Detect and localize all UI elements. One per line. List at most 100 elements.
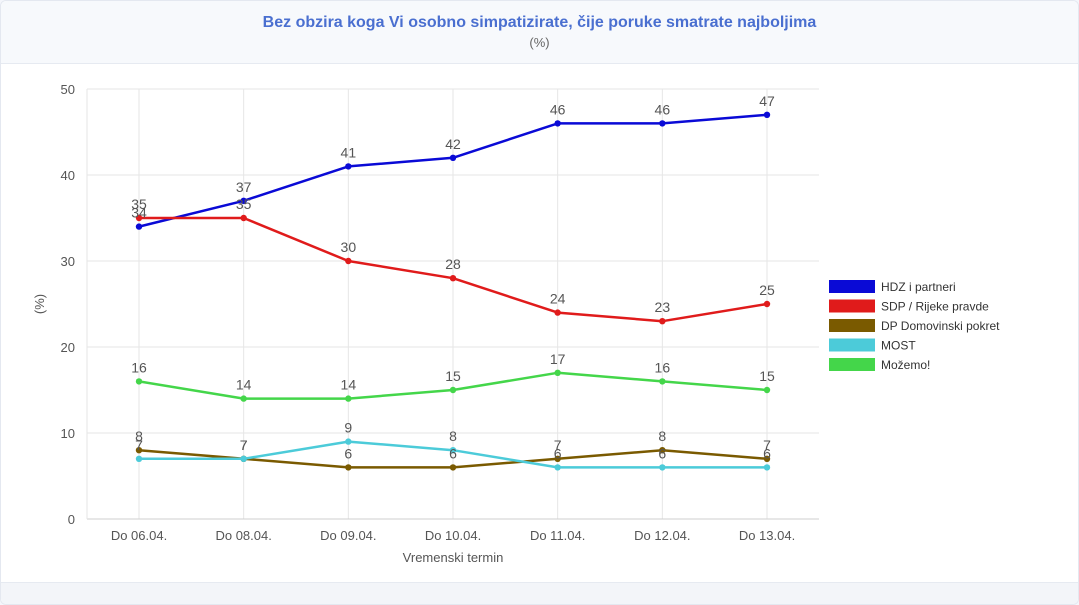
data-label: 7 [240,437,248,453]
x-tick-label: Do 13.04. [739,528,795,543]
data-label: 15 [759,368,775,384]
series-lines [135,111,771,471]
data-label: 14 [236,377,252,393]
chart-title: Bez obzira koga Vi osobno simpatizirate,… [262,14,817,31]
y-tick-label: 30 [61,254,75,269]
data-point [659,464,666,471]
data-point [659,120,666,127]
data-point [449,464,457,471]
data-label: 6 [344,445,352,461]
legend-swatch [829,338,875,352]
data-point [449,275,457,282]
data-point [449,447,457,454]
data-label: 35 [131,196,147,212]
data-label: 42 [445,136,461,152]
data-point [554,455,561,462]
data-label: 15 [445,368,461,384]
data-point [554,464,561,471]
legend-label: DP Domovinski pokret [881,319,1000,333]
data-label: 17 [550,351,566,367]
data-point [135,455,143,462]
chart-header: Bez obzira koga Vi osobno simpatizirate,… [1,1,1078,64]
data-label: 16 [131,359,147,375]
data-point [449,154,457,161]
data-point [763,464,771,471]
y-tick-label: 50 [61,82,75,97]
legend: HDZ i partneri SDP / Rijeke pravde DP Domo… [829,280,1000,372]
data-label: 6 [658,445,666,461]
data-point [240,214,247,222]
x-tick-label: Do 12.04. [634,528,690,543]
data-point [763,455,771,462]
x-tick-label: Do 09.04. [320,528,376,543]
y-tick-label: 20 [61,340,75,355]
data-label: 8 [658,428,666,444]
data-label: 35 [236,196,252,212]
data-label: 14 [341,377,357,393]
data-label: 7 [554,437,562,453]
chart-footer [1,582,1078,604]
data-label: 30 [341,239,357,255]
data-point [135,223,143,230]
data-point [763,386,771,394]
x-axis-label: Vremenski termin [403,550,504,565]
data-label: 25 [759,282,775,298]
data-point [659,378,666,385]
data-point [135,214,143,222]
data-point [449,386,457,394]
x-tick-label: Do 06.04. [111,528,167,543]
data-point [240,197,247,204]
data-point [240,395,247,402]
y-tick-label: 40 [61,168,75,183]
y-tick-label: 0 [68,512,75,527]
data-point [554,369,561,376]
data-label: 41 [341,144,357,160]
legend-swatch [829,280,875,293]
data-label: 16 [655,359,671,375]
data-label: 7 [763,437,771,453]
data-point [554,309,561,316]
legend-swatch [829,319,875,332]
data-label: 8 [449,428,457,444]
data-label: 28 [445,256,461,272]
data-label: 37 [236,179,252,195]
legend-label: Možemo! [881,358,930,372]
data-label: 6 [554,445,562,461]
data-point [345,395,352,402]
data-point [135,447,143,454]
data-label: 34 [131,205,147,221]
data-label: 47 [759,93,775,109]
x-tick-label: Do 11.04. [530,528,585,543]
data-label: 23 [655,299,671,315]
data-label: 24 [550,291,566,307]
chart-subtitle: (%) [529,35,550,50]
y-axis-label: (%) [32,294,47,314]
data-label: 46 [655,101,671,117]
y-tick-label: 10 [61,426,75,441]
data-point [659,447,666,454]
legend-label: SDP / Rijeke pravde [881,300,989,314]
data-point [659,318,666,325]
data-point [763,111,771,119]
x-tick-label: Do 10.04. [425,528,481,543]
data-point [345,438,352,445]
data-point [763,300,771,308]
data-label: 46 [550,101,566,117]
data-point [345,163,352,170]
data-point [135,378,143,385]
data-label: 8 [135,428,143,444]
legend-swatch [829,358,875,371]
data-point [554,120,561,127]
legend-label: MOST [881,339,916,353]
legend-swatch [829,299,875,313]
data-label: 9 [344,420,352,436]
axes: 0 10 20 30 40 50 Do 06.04. Do 08.04. Do 09.04. Do… [61,82,819,543]
data-point [240,455,247,462]
x-tick-label: Do 08.04. [215,528,271,543]
data-point [345,257,352,265]
data-label: 7 [135,437,143,453]
data-label: 6 [449,445,457,461]
